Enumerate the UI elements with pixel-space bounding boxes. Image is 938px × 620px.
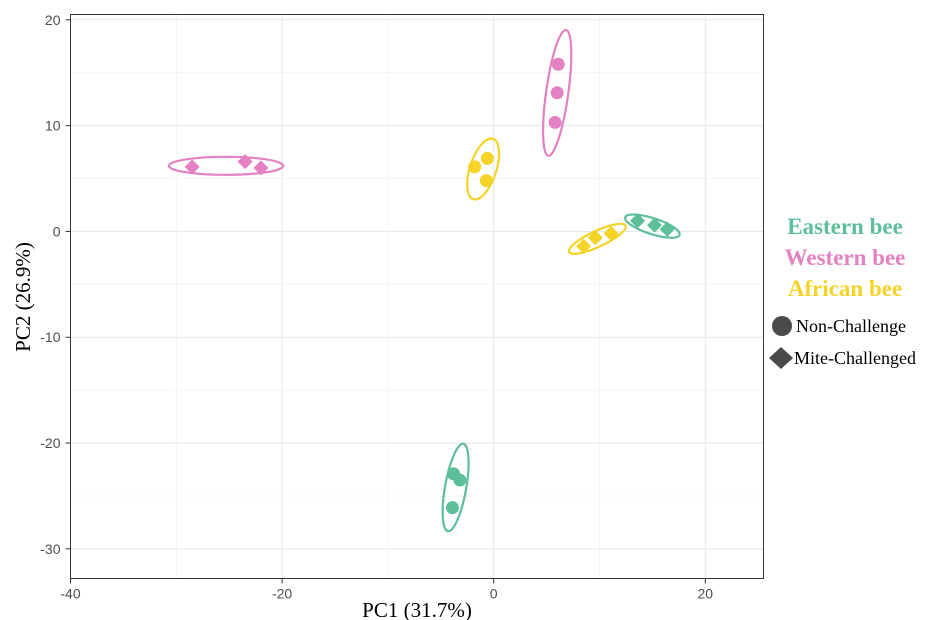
data-points <box>184 57 675 515</box>
data-point-diamond <box>253 160 269 176</box>
data-point-circle <box>468 160 482 174</box>
data-point-diamond <box>576 238 592 254</box>
data-point-diamond <box>184 159 200 175</box>
data-point-diamond <box>630 213 646 229</box>
confidence-ellipses <box>167 28 681 533</box>
legend-item-african-bee: African bee <box>788 276 902 301</box>
x-tick-label: -40 <box>60 586 80 602</box>
x-axis-title: PC1 (31.7%) <box>362 598 472 620</box>
legend: Eastern bee Western bee African bee Non-… <box>769 214 916 369</box>
data-point-circle <box>479 174 493 188</box>
x-tick-label: 0 <box>490 586 498 602</box>
legend-item-non-challenge: Non-Challenge <box>796 316 906 336</box>
data-point-circle <box>480 151 494 165</box>
grid-lines <box>70 14 764 579</box>
data-point-diamond <box>237 154 253 170</box>
y-axis-title: PC2 (26.9%) <box>11 242 35 352</box>
data-point-diamond <box>587 230 603 246</box>
legend-diamond-icon <box>769 347 793 369</box>
legend-circle-icon <box>772 316 792 336</box>
legend-item-eastern-bee: Eastern bee <box>787 214 903 239</box>
y-tick-label: -30 <box>40 541 60 557</box>
x-tick-label: 20 <box>698 586 714 602</box>
axes: -40 -20 0 20 20 10 0 -10 -20 -30 <box>40 12 713 602</box>
y-tick-label: -10 <box>40 329 60 345</box>
y-tick-label: 20 <box>45 12 61 28</box>
data-point-circle <box>551 57 565 71</box>
legend-item-mite-challenged: Mite-Challenged <box>794 348 916 368</box>
data-point-diamond <box>647 217 663 233</box>
legend-item-western-bee: Western bee <box>785 245 906 270</box>
plot-panel-border <box>70 14 764 579</box>
confidence-ellipse <box>466 137 501 201</box>
data-point-diamond <box>603 226 619 242</box>
data-point-circle <box>548 115 562 129</box>
x-tick-label: -20 <box>272 586 292 602</box>
data-point-circle <box>550 86 564 100</box>
data-point-diamond <box>659 221 675 237</box>
confidence-ellipse <box>541 28 573 157</box>
y-tick-label: 0 <box>53 223 61 239</box>
y-tick-label: 10 <box>45 118 61 134</box>
data-point-circle <box>445 501 459 515</box>
data-point-circle <box>453 473 467 487</box>
confidence-ellipse <box>441 442 470 533</box>
confidence-ellipse <box>167 155 285 176</box>
y-tick-label: -20 <box>40 435 60 451</box>
